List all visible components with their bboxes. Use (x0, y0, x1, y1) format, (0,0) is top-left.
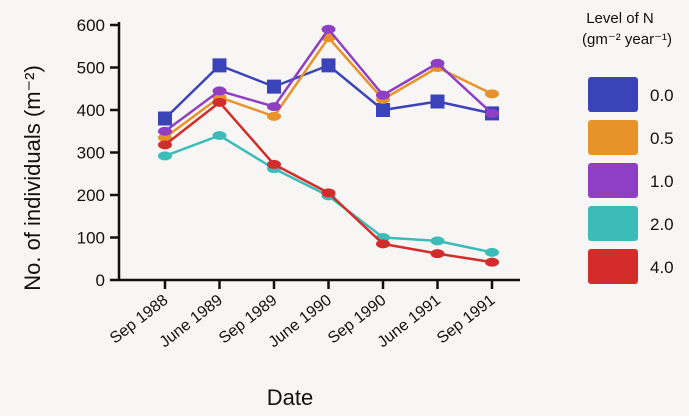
legend-swatch (588, 163, 638, 198)
y-axis-title: No. of individuals (m⁻²) (20, 65, 45, 291)
data-point (376, 103, 390, 117)
legend-label: 4.0 (650, 258, 674, 277)
data-point (430, 58, 445, 68)
series-0.0 (158, 58, 499, 126)
data-point (430, 94, 445, 109)
data-point (267, 79, 281, 94)
legend-label: 0.5 (650, 129, 674, 148)
y-tick-label: 100 (77, 229, 105, 248)
legend-label: 1.0 (650, 172, 674, 191)
series-line (164, 28, 493, 133)
data-point (430, 236, 445, 246)
data-point (376, 239, 390, 249)
series-layer (158, 24, 499, 267)
data-point (158, 133, 172, 143)
legend-item-0.0: 0.0 (588, 77, 674, 112)
y-tick-label: 200 (77, 186, 105, 205)
legend: Level of N (gm⁻² year⁻¹) 0.0 0.5 1.0 2.0 4.0 (582, 10, 674, 284)
data-point (321, 58, 336, 73)
series-line (164, 36, 493, 139)
data-point (485, 247, 499, 257)
data-point (321, 188, 336, 198)
data-point (267, 159, 281, 169)
legend-swatch (588, 77, 638, 112)
data-point (158, 140, 172, 150)
data-point (212, 97, 227, 107)
data-point (485, 108, 499, 118)
legend-item-2.0: 2.0 (588, 206, 674, 241)
legend-swatch (588, 249, 638, 284)
legend-swatch (588, 120, 638, 155)
legend-item-4.0: 4.0 (588, 249, 674, 284)
data-point (212, 131, 227, 140)
data-point (485, 257, 499, 267)
y-axis-title-group: No. of individuals (m⁻²) (20, 65, 45, 291)
series-1.0 (158, 24, 499, 136)
legend-title: Level of N (586, 10, 654, 27)
series-0.5 (158, 33, 499, 143)
y-ticks: 0 100 200 300 400 500 600 (77, 16, 119, 290)
legend-label: 0.0 (650, 86, 674, 105)
data-point (212, 58, 227, 73)
data-point (158, 111, 172, 126)
data-point (485, 89, 499, 99)
data-point (430, 249, 445, 259)
legend-items: 0.0 0.5 1.0 2.0 4.0 (588, 77, 674, 284)
legend-item-0.5: 0.5 (588, 120, 674, 155)
y-tick-label: 400 (77, 101, 105, 120)
legend-swatch (588, 206, 638, 241)
x-tick-label: Sep 1991 (434, 292, 499, 348)
y-tick-label: 600 (77, 16, 105, 35)
y-tick-label: 0 (96, 271, 105, 290)
legend-label: 2.0 (650, 215, 674, 234)
y-tick-label: 500 (77, 59, 105, 78)
data-point (158, 126, 172, 136)
data-point (158, 151, 172, 161)
data-point (212, 86, 227, 96)
data-point (376, 90, 390, 100)
data-point (267, 111, 281, 121)
data-point (267, 102, 281, 112)
series-4.0 (158, 97, 499, 267)
legend-subtitle: (gm⁻² year⁻¹) (582, 31, 672, 48)
legend-item-1.0: 1.0 (588, 163, 674, 198)
x-axis-title: Date (267, 385, 313, 410)
data-point (321, 24, 336, 34)
y-tick-label: 300 (77, 144, 105, 163)
